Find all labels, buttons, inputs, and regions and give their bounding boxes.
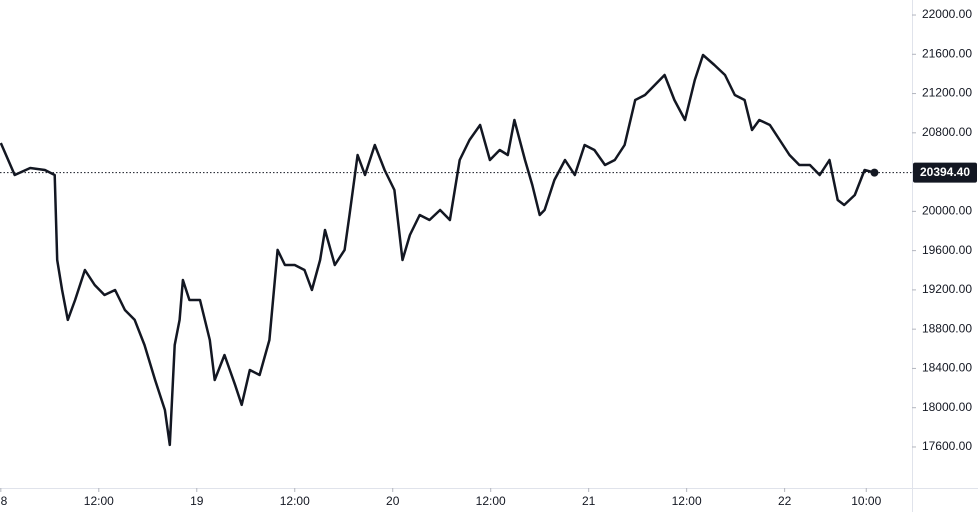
y-tick-label: 20000.00	[922, 204, 972, 218]
x-tick-label: 19	[190, 494, 204, 508]
last-point	[870, 168, 879, 177]
x-tick-label: 21	[582, 494, 596, 508]
price-line	[0, 53, 875, 447]
price-label: 20394.40	[920, 165, 970, 179]
y-tick-label: 18400.00	[922, 361, 972, 375]
price-label-bg	[913, 162, 977, 183]
x-tick-label: 8	[1, 494, 8, 508]
x-tick-label: 10:00	[851, 494, 881, 508]
x-tick-label: 12:00	[476, 494, 506, 508]
y-tick-label: 21600.00	[922, 46, 972, 60]
y-tick-label: 17600.00	[922, 439, 972, 453]
x-tick-label: 20	[386, 494, 400, 508]
y-tick-label: 21200.00	[922, 86, 972, 100]
x-tick-label: 12:00	[280, 494, 310, 508]
x-tick-label: 12:00	[672, 494, 702, 508]
y-tick-label: 19600.00	[922, 243, 972, 257]
y-tick-label: 22000.00	[922, 7, 972, 21]
x-tick-label: 22	[778, 494, 792, 508]
y-tick-label: 18800.00	[922, 321, 972, 335]
y-tick-label: 18000.00	[922, 400, 972, 414]
y-tick-label: 20800.00	[922, 125, 972, 139]
x-tick-label: 12:00	[84, 494, 114, 508]
y-tick-label: 19200.00	[922, 282, 972, 296]
